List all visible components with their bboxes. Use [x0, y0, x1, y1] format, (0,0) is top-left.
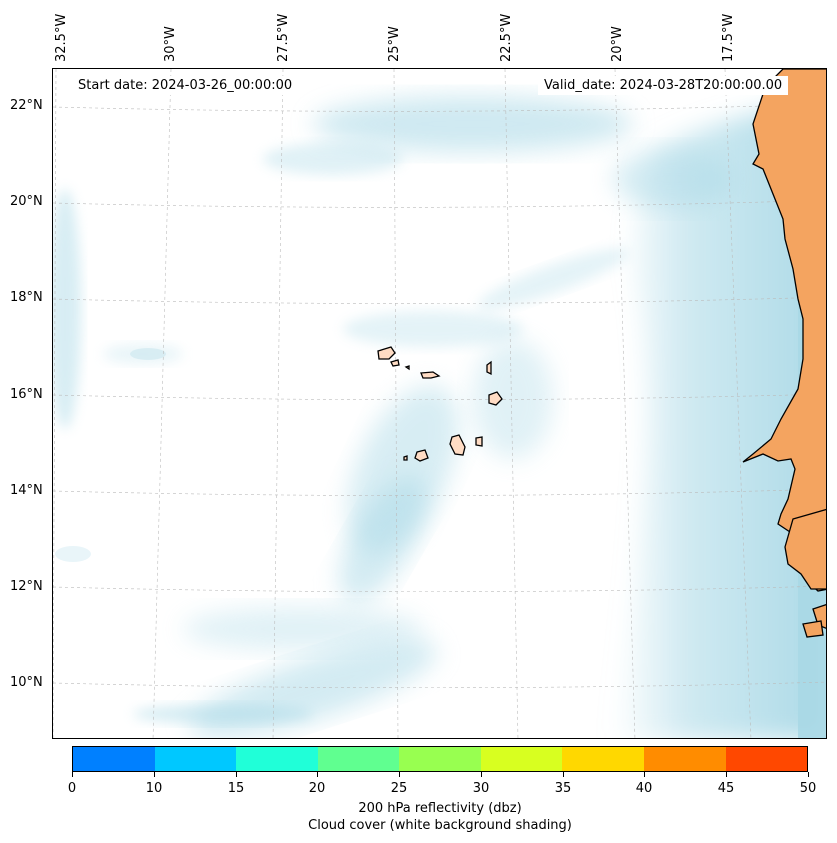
- colorbar-tick: [72, 772, 73, 777]
- colorbar-tick: [644, 772, 645, 777]
- colorbar-tick-label: 25: [390, 781, 408, 796]
- map-panel[interactable]: [52, 68, 827, 739]
- colorbar-tick-label: 50: [799, 781, 817, 796]
- colorbar-segment: [562, 747, 644, 771]
- valid-date-label: Valid_date: 2024-03-28T20:00:00.00: [538, 76, 789, 95]
- start-date-label: Start date: 2024-03-26_00:00:00: [72, 76, 299, 95]
- colorbar-tick: [563, 772, 564, 777]
- colorbar-tick-label: 15: [227, 781, 245, 796]
- africa-coast: [742, 69, 826, 638]
- cloud-cover: [53, 96, 826, 738]
- colorbar-tick-label: 20: [308, 781, 326, 796]
- lon-label: 32.5°W: [54, 13, 69, 62]
- colorbar-tick-label: 35: [554, 781, 572, 796]
- colorbar-segment: [725, 747, 808, 771]
- colorbar-segment: [73, 747, 155, 771]
- colorbar-segment: [399, 747, 481, 771]
- lon-label: 25°W: [387, 26, 402, 62]
- colorbar-tick: [317, 772, 318, 777]
- map-canvas: [53, 69, 826, 738]
- colorbar-title: 200 hPa reflectivity (dbz): [358, 801, 522, 816]
- lon-label: 22.5°W: [499, 13, 514, 62]
- lat-label: 18°N: [10, 290, 43, 305]
- colorbar-tick-label: 0: [67, 781, 77, 796]
- graticule: [53, 69, 826, 738]
- lat-label: 22°N: [10, 98, 43, 113]
- lat-label: 10°N: [10, 675, 43, 690]
- lat-label: 16°N: [10, 387, 43, 402]
- lat-label: 14°N: [10, 483, 43, 498]
- colorbar-tick: [481, 772, 482, 777]
- lon-label: 30°W: [163, 26, 178, 62]
- colorbar-tick: [236, 772, 237, 777]
- lon-label: 20°W: [610, 26, 625, 62]
- lat-label: 12°N: [10, 579, 43, 594]
- colorbar-tick: [399, 772, 400, 777]
- colorbar-tick-label: 30: [472, 781, 490, 796]
- colorbar-segment: [236, 747, 318, 771]
- colorbar: [72, 746, 808, 772]
- colorbar-subtitle: Cloud cover (white background shading): [308, 818, 572, 833]
- colorbar-tick: [726, 772, 727, 777]
- colorbar-segment: [480, 747, 563, 771]
- colorbar-segment: [154, 747, 237, 771]
- colorbar-tick: [154, 772, 155, 777]
- colorbar-tick-label: 10: [145, 781, 163, 796]
- cape-verde-islands: [377, 346, 503, 462]
- colorbar-segment: [317, 747, 400, 771]
- lon-label: 17.5°W: [721, 13, 736, 62]
- lat-label: 20°N: [10, 194, 43, 209]
- colorbar-tick: [808, 772, 809, 777]
- colorbar-segment: [643, 747, 726, 771]
- colorbar-tick-label: 45: [717, 781, 735, 796]
- colorbar-tick-label: 40: [635, 781, 653, 796]
- lon-label: 27.5°W: [276, 13, 291, 62]
